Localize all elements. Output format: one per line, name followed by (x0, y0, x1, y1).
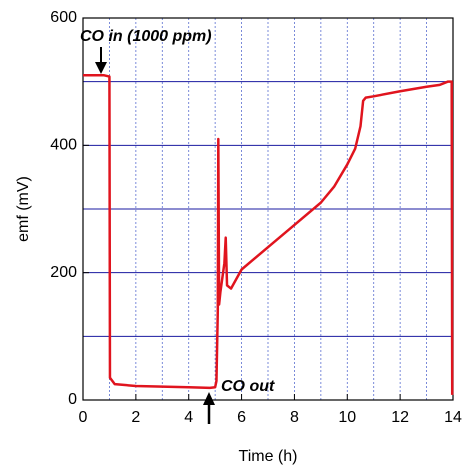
y-axis-label: emf (mV) (15, 176, 32, 242)
y-tick-label: 200 (50, 264, 77, 281)
arrow-head (95, 62, 107, 74)
annotation: CO in (1000 ppm) (80, 28, 212, 45)
x-tick-label: 6 (237, 409, 246, 426)
x-axis-label: Time (h) (239, 448, 298, 465)
arrow-head (203, 392, 215, 405)
annotation: CO out (221, 378, 275, 395)
x-tick-label: 0 (79, 409, 88, 426)
x-tick-label: 4 (184, 409, 193, 426)
y-tick-label: 600 (50, 9, 77, 26)
x-tick-label: 14 (444, 409, 462, 426)
y-tick-label: 0 (68, 391, 77, 408)
data-line (83, 74, 454, 395)
x-tick-label: 8 (290, 409, 299, 426)
x-tick-label: 2 (131, 409, 140, 426)
x-tick-label: 12 (391, 409, 409, 426)
x-tick-label: 10 (338, 409, 356, 426)
y-tick-label: 400 (50, 137, 77, 154)
